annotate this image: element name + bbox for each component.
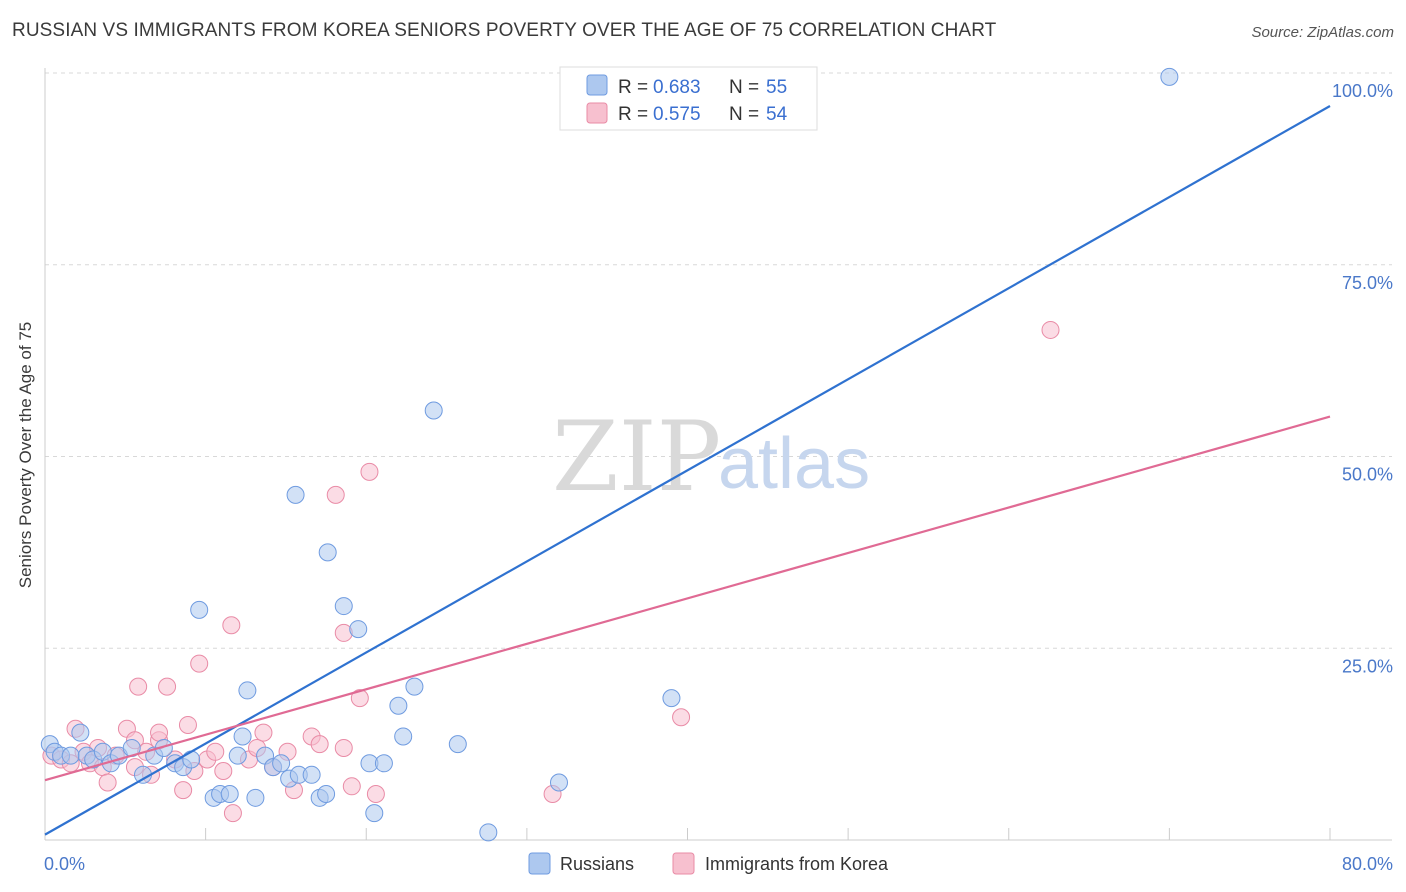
legend-r-value-korea: 0.575 (653, 104, 701, 125)
watermark: ZIP atlas (552, 401, 870, 513)
data-points (40, 67, 1179, 842)
x-tick-label-end: 80.0% (1342, 854, 1393, 874)
point-korea-25 (206, 742, 225, 761)
point-korea-23 (190, 654, 209, 673)
y-tick-label-50: 50.0% (1342, 465, 1393, 485)
source-label: Source: ZipAtlas.com (1251, 24, 1394, 41)
legend-n-label-korea: N = (729, 104, 759, 125)
point-korea-28 (223, 804, 242, 823)
point-korea-43 (366, 784, 385, 803)
point-korea-45 (672, 708, 691, 727)
legend-r-label-russians: R = (618, 77, 648, 98)
watermark-atlas: atlas (718, 424, 870, 504)
point-korea-36 (310, 735, 329, 754)
bottom-legend-label-korea: Immigrants from Korea (705, 854, 889, 874)
legend-swatch-russians (586, 74, 608, 96)
point-korea-8 (98, 773, 117, 792)
point-russians-48 (1160, 67, 1179, 86)
bottom-legend-label-russians: Russians (560, 854, 634, 874)
y-tick-label-100: 100.0% (1332, 81, 1393, 101)
axes: 25.0% 50.0% 75.0% 100.0% 0.0% 80.0% (44, 68, 1393, 874)
point-korea-46 (1041, 320, 1060, 339)
point-russians-4 (71, 723, 90, 742)
point-russians-36 (349, 620, 368, 639)
y-tick-label-25: 25.0% (1342, 656, 1393, 676)
x-tick-label-start: 0.0% (44, 854, 85, 874)
grid-lines (45, 72, 1392, 649)
point-russians-44 (448, 735, 467, 754)
point-russians-35 (334, 597, 353, 616)
point-russians-22 (233, 727, 252, 746)
point-russians-42 (405, 677, 424, 696)
point-korea-40 (342, 777, 361, 796)
series-legend: Russians Immigrants from Korea (528, 852, 889, 875)
bottom-legend-swatch-korea (672, 852, 695, 875)
trend-line-korea (44, 415, 1331, 782)
point-russians-34 (318, 543, 337, 562)
point-korea-31 (254, 723, 273, 742)
point-russians-38 (365, 804, 384, 823)
point-russians-3 (61, 746, 80, 765)
point-russians-33 (317, 784, 336, 803)
point-russians-17 (190, 600, 209, 619)
point-korea-13 (129, 677, 148, 696)
trend-line-russians (44, 105, 1331, 836)
point-russians-40 (389, 696, 408, 715)
point-russians-27 (272, 754, 291, 773)
trend-lines (44, 105, 1331, 836)
point-russians-21 (228, 746, 247, 765)
point-korea-42 (360, 462, 379, 481)
point-korea-18 (158, 677, 177, 696)
point-korea-41 (350, 689, 369, 708)
point-russians-20 (220, 784, 239, 803)
point-russians-39 (374, 754, 393, 773)
point-russians-47 (662, 689, 681, 708)
point-korea-27 (222, 616, 241, 635)
legend-swatch-korea (586, 102, 608, 124)
point-russians-46 (550, 773, 568, 792)
point-korea-39 (334, 738, 353, 757)
bottom-legend-swatch-russians (528, 852, 551, 875)
point-korea-26 (214, 761, 233, 780)
point-russians-31 (302, 765, 321, 784)
legend-n-value-russians: 55 (766, 77, 787, 98)
legend-n-value-korea: 54 (766, 104, 788, 125)
point-korea-37 (326, 485, 345, 504)
point-russians-23 (238, 681, 257, 700)
point-korea-21 (178, 715, 197, 734)
legend-r-value-russians: 0.683 (653, 77, 701, 98)
y-tick-label-75: 75.0% (1342, 273, 1393, 293)
point-korea-17 (150, 723, 169, 742)
chart-title: RUSSIAN VS IMMIGRANTS FROM KOREA SENIORS… (12, 20, 997, 41)
point-russians-45 (479, 823, 498, 842)
point-russians-16 (182, 750, 201, 769)
point-russians-29 (286, 485, 305, 504)
legend-r-label-korea: R = (618, 104, 648, 125)
point-korea-20 (174, 781, 193, 800)
stats-legend: R = 0.683 N = 55 R = 0.575 N = 54 (559, 66, 818, 131)
point-russians-41 (394, 727, 413, 746)
legend-n-label-russians: N = (729, 77, 759, 98)
watermark-zip: ZIP (552, 401, 721, 513)
point-russians-43 (424, 401, 443, 420)
point-russians-24 (246, 788, 265, 807)
